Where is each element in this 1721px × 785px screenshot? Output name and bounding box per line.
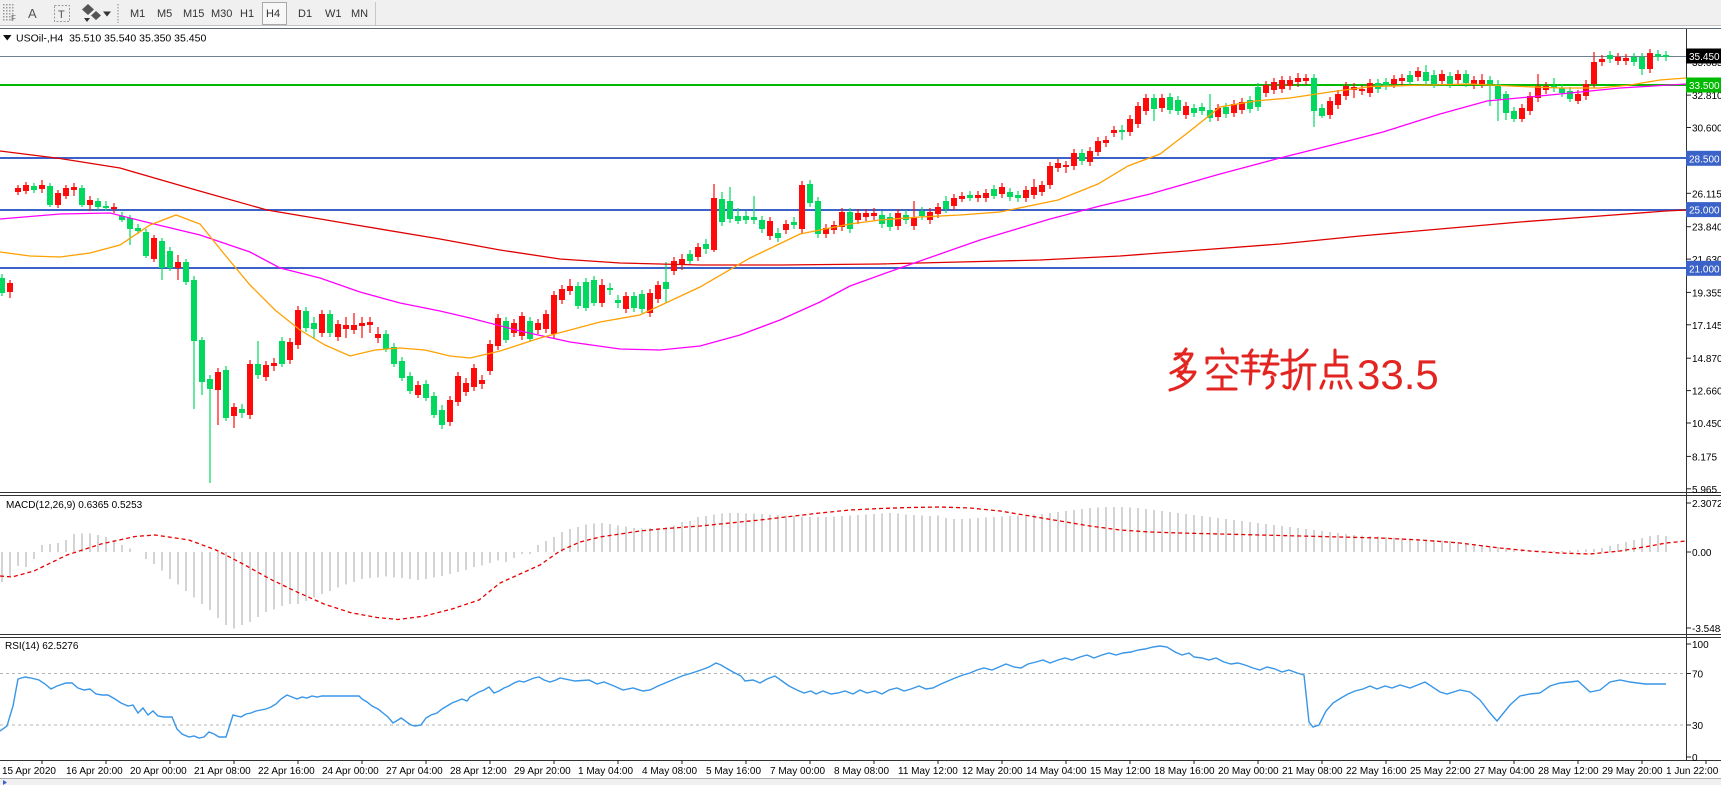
svg-text:1 Jun 22:00: 1 Jun 22:00 (1666, 766, 1719, 777)
svg-text:8 May 08:00: 8 May 08:00 (834, 766, 889, 777)
svg-text:23.840: 23.840 (1692, 223, 1721, 234)
svg-text:20 May 00:00: 20 May 00:00 (1218, 766, 1279, 777)
svg-text:14 May 04:00: 14 May 04:00 (1026, 766, 1087, 777)
svg-text:M5: M5 (157, 8, 172, 20)
svg-text:14.870: 14.870 (1692, 354, 1721, 365)
svg-text:MN: MN (351, 8, 368, 20)
svg-text:21.000: 21.000 (1689, 264, 1720, 275)
svg-text:70: 70 (1692, 670, 1704, 681)
svg-text:11 May 12:00: 11 May 12:00 (898, 766, 958, 777)
svg-text:12.660: 12.660 (1692, 387, 1721, 398)
svg-text:16 Apr 20:00: 16 Apr 20:00 (66, 766, 123, 777)
svg-text:10.450: 10.450 (1692, 419, 1721, 430)
svg-text:2.3072: 2.3072 (1692, 499, 1721, 510)
svg-text:27 May 04:00: 27 May 04:00 (1474, 766, 1535, 777)
svg-text:-3.5484: -3.5484 (1692, 624, 1721, 635)
svg-text:29 May 20:00: 29 May 20:00 (1602, 766, 1663, 777)
svg-text:27 Apr 04:00: 27 Apr 04:00 (386, 766, 443, 777)
svg-text:MACD(12,26,9) 0.6365 0.5253: MACD(12,26,9) 0.6365 0.5253 (6, 500, 143, 511)
svg-text:26.115: 26.115 (1692, 189, 1721, 200)
svg-text:21.630: 21.630 (1692, 255, 1721, 266)
svg-text:1 May 04:00: 1 May 04:00 (578, 766, 633, 777)
svg-text:25.000: 25.000 (1689, 206, 1720, 217)
svg-text:5.965: 5.965 (1692, 485, 1717, 496)
svg-text:33.5: 33.5 (1357, 351, 1439, 398)
svg-text:A: A (28, 6, 37, 21)
svg-text:20 Apr 00:00: 20 Apr 00:00 (130, 766, 187, 777)
svg-text:T: T (58, 9, 65, 21)
svg-text:8.175: 8.175 (1692, 452, 1717, 463)
svg-text:7 May 00:00: 7 May 00:00 (770, 766, 825, 777)
svg-text:W1: W1 (325, 8, 342, 20)
svg-text:22 May 16:00: 22 May 16:00 (1346, 766, 1407, 777)
svg-text:100: 100 (1692, 640, 1709, 651)
svg-text:21 Apr 08:00: 21 Apr 08:00 (194, 766, 251, 777)
svg-text:28 Apr 12:00: 28 Apr 12:00 (450, 766, 507, 777)
svg-text:18 May 16:00: 18 May 16:00 (1154, 766, 1215, 777)
svg-text:M1: M1 (130, 8, 145, 20)
svg-text:19.355: 19.355 (1692, 288, 1721, 299)
svg-text:33.500: 33.500 (1689, 81, 1720, 92)
svg-text:M30: M30 (211, 8, 232, 20)
svg-text:17.145: 17.145 (1692, 321, 1721, 332)
svg-text:F: F (11, 14, 16, 23)
svg-text:15 Apr 2020: 15 Apr 2020 (2, 766, 56, 777)
svg-text:0.00: 0.00 (1692, 548, 1712, 559)
svg-text:29 Apr 20:00: 29 Apr 20:00 (514, 766, 571, 777)
svg-text:22 Apr 16:00: 22 Apr 16:00 (258, 766, 315, 777)
svg-text:12 May 20:00: 12 May 20:00 (962, 766, 1023, 777)
svg-text:32.810: 32.810 (1692, 91, 1721, 102)
svg-text:28 May 12:00: 28 May 12:00 (1538, 766, 1599, 777)
svg-text:30.600: 30.600 (1692, 124, 1721, 135)
svg-text:H4: H4 (266, 8, 280, 20)
svg-text:D1: D1 (298, 8, 312, 20)
svg-text:RSI(14) 62.5276: RSI(14) 62.5276 (5, 641, 79, 652)
svg-text:35.450: 35.450 (1689, 52, 1720, 63)
svg-text:30: 30 (1692, 721, 1704, 732)
svg-text:5 May 16:00: 5 May 16:00 (706, 766, 761, 777)
svg-text:M15: M15 (183, 8, 204, 20)
svg-text:4 May 08:00: 4 May 08:00 (642, 766, 697, 777)
svg-text:24 Apr 00:00: 24 Apr 00:00 (322, 766, 379, 777)
svg-text:25 May 22:00: 25 May 22:00 (1410, 766, 1471, 777)
svg-text:21 May 08:00: 21 May 08:00 (1282, 766, 1343, 777)
svg-text:H1: H1 (240, 8, 254, 20)
svg-text:USOil-,H4 35.510 35.540 35.35: USOil-,H4 35.510 35.540 35.350 35.450 (16, 33, 206, 45)
svg-text:0: 0 (1692, 753, 1698, 764)
svg-text:28.500: 28.500 (1689, 154, 1720, 165)
svg-text:15 May 12:00: 15 May 12:00 (1090, 766, 1151, 777)
